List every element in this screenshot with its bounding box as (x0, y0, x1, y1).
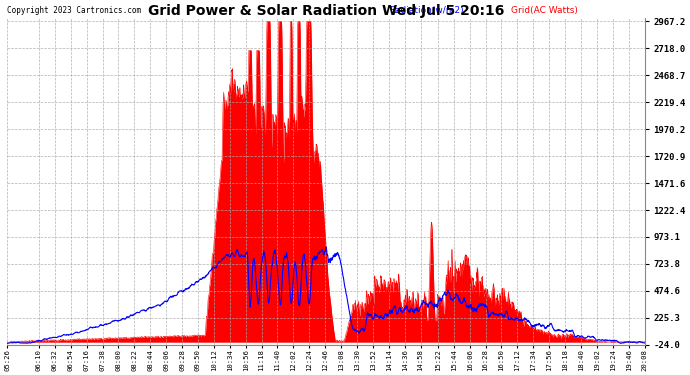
Text: Radiation(w/m2): Radiation(w/m2) (390, 6, 464, 15)
Text: Copyright 2023 Cartronics.com: Copyright 2023 Cartronics.com (7, 6, 141, 15)
Text: Grid(AC Watts): Grid(AC Watts) (511, 6, 578, 15)
Title: Grid Power & Solar Radiation Wed Jul 5 20:16: Grid Power & Solar Radiation Wed Jul 5 2… (148, 4, 504, 18)
